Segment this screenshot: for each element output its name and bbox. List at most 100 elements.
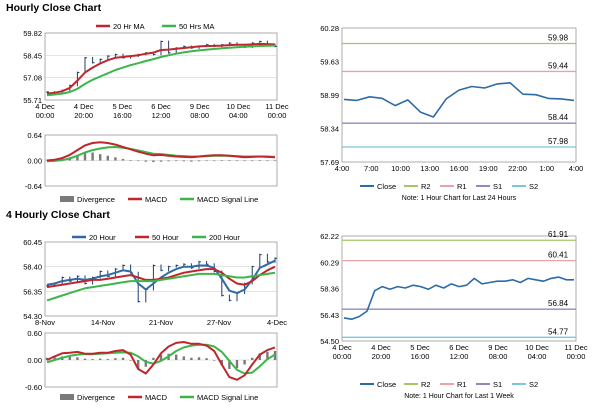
- four_hourly_macd-divergence-bar: [182, 356, 185, 360]
- four_hourly_macd-div-legend-label: Divergence: [77, 393, 115, 402]
- hourly_macd-divergence-bar: [91, 152, 94, 161]
- four_hourly_close_levels-ytick: 54.50: [320, 337, 339, 346]
- hourly_macd-div-legend-swatch: [60, 196, 74, 202]
- hourly_macd-divergence-bar: [205, 160, 208, 162]
- hourly_macd-divergence-bar: [273, 160, 277, 162]
- four_hourly_macd-divergence-bar: [53, 357, 56, 360]
- four_hourly_macd-ytick: 0.00: [27, 356, 42, 365]
- hourly_macd-ytick: 0.00: [27, 157, 42, 166]
- four_hourly_price_ma-ytick: 58.40: [23, 263, 42, 272]
- hourly_macd-signal-legend-label: MACD Signal Line: [197, 195, 258, 204]
- four_hourly_close_levels-close-legend-label: Close: [377, 380, 396, 389]
- four_hourly_macd-divergence-bar: [83, 358, 87, 360]
- four_hourly_macd-divergence-bar: [129, 360, 132, 361]
- hourly_price_ma-xtick: 10 Dec: [226, 102, 250, 111]
- hourly_macd-divergence-bar: [175, 160, 178, 162]
- four_hourly_close_levels-r1-label: 60.41: [548, 251, 569, 260]
- hourly_price_ma-xtick: 5 Dec: [113, 102, 133, 111]
- four_hourly_macd-divergence-bar: [258, 353, 261, 360]
- hourly_close_levels-ytick: 58.34: [320, 125, 339, 134]
- four_hourly_macd-divergence-bar: [45, 357, 49, 360]
- hourly_macd-divergence-bar: [121, 158, 125, 161]
- four_hourly_macd-divergence-bar: [235, 360, 239, 369]
- hourly_price_ma-0-legend-label: 20 Hr MA: [113, 22, 145, 31]
- hourly_macd-macd-legend-label: MACD: [145, 195, 168, 204]
- four_hourly_close_levels-xtick: 16:00: [411, 352, 430, 361]
- hourly_macd-divergence-bar: [243, 160, 246, 162]
- four_hourly_close_levels-xtick: 12:00: [450, 352, 469, 361]
- four_hourly_close_levels-r2-legend-label: R2: [421, 380, 431, 389]
- four_hourly_macd-divergence-bar: [144, 360, 147, 367]
- hourly_price_ma-xtick: 04:00: [229, 111, 248, 120]
- hourly_macd-divergence-bar: [190, 160, 193, 162]
- four_hourly_price_ma-2-legend-label: 200 Hour: [209, 233, 240, 242]
- four_hourly_close_levels-xtick: 00:00: [567, 352, 586, 361]
- hourly_macd-divergence-bar: [235, 160, 239, 162]
- hourly_close_levels-r2-legend-label: R2: [421, 182, 431, 191]
- four_hourly_close_levels-xtick: 11 Dec: [564, 343, 587, 352]
- four_hourly_close_levels-s2-label: 54.77: [548, 327, 569, 336]
- hourly_close_levels-note: Note: 1 Hour Chart for Last 24 Hours: [402, 195, 517, 202]
- four_hourly_close_levels-note: Note: 1 Hour Chart for Last 1 Week: [404, 393, 514, 400]
- four_hourly_macd-divergence-bar: [99, 358, 102, 360]
- hourly_price_ma-xtick: 6 Dec: [151, 102, 171, 111]
- hourly_close_levels-xtick: 16:00: [450, 164, 469, 173]
- four_hourly_macd-divergence-bar: [121, 357, 125, 360]
- hourly_price_ma-ytick: 55.71: [23, 96, 42, 105]
- hourly_close_levels-r2-label: 59.98: [548, 34, 569, 43]
- hourly_price_ma-20-hr-ma-line: [46, 42, 276, 95]
- four_hourly_macd-divergence-bar: [68, 356, 71, 360]
- hourly_price_ma-xtick: 4 Dec: [35, 102, 55, 111]
- hourly_price_ma-xtick: 11 Dec: [265, 102, 288, 111]
- four_hourly_macd-ytick: -0.60: [25, 383, 42, 392]
- four_hourly_close_levels-r2-label: 61.91: [548, 230, 569, 239]
- four-hourly-section-title: 4 Hourly Close Chart: [6, 209, 110, 221]
- four_hourly_price_ma-ytick: 56.35: [23, 287, 42, 296]
- four_hourly_macd-ytick: 0.60: [27, 329, 42, 338]
- hourly_macd-divergence-bar: [129, 160, 132, 161]
- four_hourly_price_ma-0-legend-label: 20 Hour: [89, 233, 116, 242]
- four_hourly_macd-divergence-bar: [251, 357, 254, 360]
- four_hourly_macd-divergence-bar: [266, 351, 269, 360]
- four_hourly_close_levels-s1-label: 56.84: [548, 299, 569, 308]
- four_hourly_macd-divergence-bar: [213, 360, 216, 361]
- four_hourly_macd-divergence-bar: [243, 360, 246, 365]
- four_hourly_close_levels-s1-legend-label: S1: [493, 380, 502, 389]
- hourly_macd-divergence-bar: [228, 160, 231, 161]
- four_hourly_price_ma-xtick: 4-Dec: [267, 318, 287, 327]
- four_hourly_close_levels-xtick: 20:00: [372, 352, 391, 361]
- hourly_close_levels-s2-legend-label: S2: [529, 182, 538, 191]
- four_hourly_close_levels-xtick: 4 Dec: [371, 343, 391, 352]
- hourly_macd-divergence-bar: [83, 153, 87, 161]
- four_hourly_macd-divergence-bar: [175, 354, 178, 360]
- four_hourly_macd-divergence-bar: [152, 357, 155, 360]
- four_hourly_macd-divergence-bar: [205, 358, 208, 360]
- hourly_macd-divergence-bar: [144, 160, 147, 162]
- four_hourly_close_levels-xtick: 9 Dec: [488, 343, 508, 352]
- four_hourly_macd-divergence-bar: [197, 357, 201, 360]
- four_hourly_price_ma-ytick: 60.45: [23, 238, 42, 247]
- hourly_macd-divergence-bar: [220, 160, 223, 161]
- hourly-section-title: Hourly Close Chart: [6, 2, 102, 14]
- hourly_close_levels-xtick: 4:00: [569, 164, 584, 173]
- hourly_close_levels-xtick: 13:00: [420, 164, 439, 173]
- hourly_macd-divergence-bar: [213, 160, 216, 162]
- four_hourly_close_levels-frame: [341, 235, 577, 342]
- four_hourly_price_ma-20-hour-line: [46, 259, 276, 295]
- hourly_close_levels-ytick: 57.69: [320, 158, 339, 167]
- four_hourly_close_levels-xtick: 04:00: [528, 352, 547, 361]
- hourly_close_levels-xtick: 4:00: [335, 164, 350, 173]
- four_hourly_macd-divergence-bar: [91, 359, 94, 360]
- four_hourly_macd-signal-legend-label: MACD Signal Line: [197, 393, 258, 402]
- four_hourly_price_ma-frame: [44, 241, 278, 317]
- hourly_macd-divergence-bar: [159, 160, 163, 162]
- hourly_price_ma-xtick: 12:00: [152, 111, 171, 120]
- hourly_price_ma-ytick: 57.08: [23, 74, 42, 83]
- four_hourly_close_levels-close-line: [343, 276, 574, 321]
- four_hourly_price_ma-xtick: 14-Nov: [91, 318, 115, 327]
- hourly_price_ma-xtick: 00:00: [36, 111, 55, 120]
- four_hourly_macd-divergence-bar: [190, 357, 193, 360]
- hourly_close_levels-xtick: 10:00: [391, 164, 410, 173]
- four_hourly_price_ma-xtick: 27-Nov: [207, 318, 231, 327]
